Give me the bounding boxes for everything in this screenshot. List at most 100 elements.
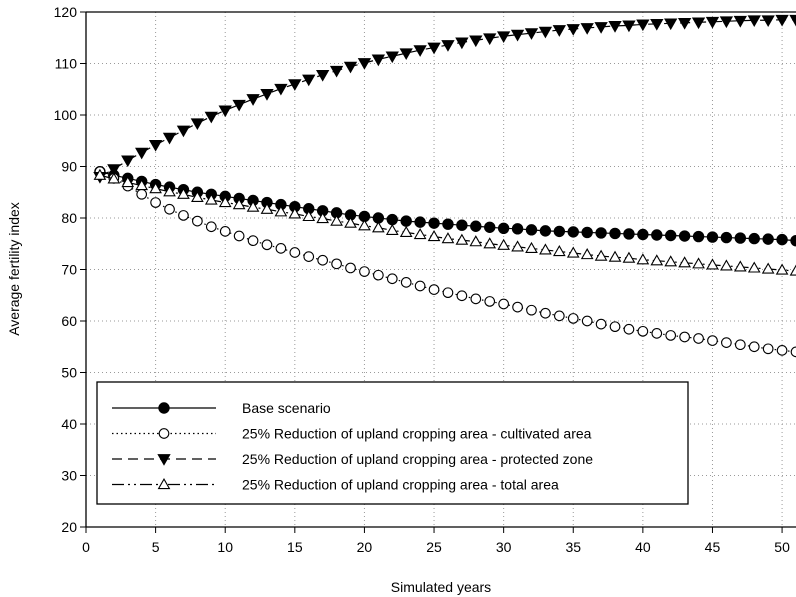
x-tick-label: 25 (426, 539, 442, 555)
legend-label: 25% Reduction of upland cropping area - … (242, 451, 593, 467)
data-point (316, 212, 330, 224)
data-point (302, 74, 316, 87)
legend-item: 25% Reduction of upland cropping area - … (112, 451, 593, 467)
data-point (525, 241, 538, 253)
data-point (484, 221, 496, 233)
y-tick-label: 20 (61, 519, 77, 535)
tick-labels: 20 30 40 50 60 70 80 90 100 110 120 0 5 10 15 20 25 30 35 4… (54, 4, 790, 555)
x-tick-label: 50 (774, 539, 790, 555)
data-point (385, 51, 399, 64)
data-point (470, 293, 482, 305)
data-point (329, 65, 344, 78)
legend-item: 25% Reduction of upland cropping area - … (112, 477, 559, 493)
x-tick-label: 10 (217, 539, 233, 555)
y-tick-label: 40 (61, 416, 77, 432)
data-point (428, 284, 440, 295)
data-point (400, 277, 412, 288)
data-point (149, 182, 162, 194)
data-point (469, 35, 483, 48)
data-point (707, 335, 718, 346)
data-point (303, 251, 315, 262)
data-point (163, 185, 176, 197)
data-point (511, 240, 524, 252)
data-point (413, 227, 427, 240)
data-point (526, 304, 537, 316)
data-point (719, 16, 734, 29)
data-point (274, 205, 288, 217)
data-point (580, 23, 594, 35)
x-axis-title: Simulated years (391, 579, 491, 595)
y-tick-label: 80 (61, 210, 77, 226)
axes (80, 11, 796, 533)
legend-label: 25% Reduction of upland cropping area - … (242, 426, 592, 442)
data-point (776, 345, 788, 356)
series-1 (94, 165, 796, 247)
data-point (595, 318, 607, 330)
data-point (205, 221, 217, 233)
data-point (691, 17, 706, 30)
series-layer (93, 14, 796, 358)
data-point (609, 321, 621, 333)
data-point (665, 330, 677, 341)
data-point (190, 118, 205, 131)
data-point (747, 15, 761, 28)
legend-marker (157, 454, 171, 466)
legend-label: Base scenario (242, 400, 331, 416)
x-tick-label: 20 (357, 539, 373, 555)
data-point (372, 221, 385, 233)
y-tick-label: 60 (61, 313, 77, 329)
data-point (455, 233, 469, 245)
data-point (427, 230, 441, 242)
data-point (483, 33, 497, 46)
data-point (483, 237, 497, 249)
data-point (441, 40, 455, 52)
data-point (148, 140, 163, 152)
data-point (330, 214, 343, 226)
data-point (511, 223, 524, 235)
data-point (775, 263, 789, 275)
data-point (260, 202, 274, 214)
data-point (525, 224, 538, 236)
data-point (107, 164, 121, 176)
data-point (539, 243, 552, 255)
y-axis-title: Average fertility index (6, 202, 22, 336)
data-point (566, 246, 580, 258)
data-point (664, 18, 678, 31)
legend-label: 25% Reduction of upland cropping area - … (242, 477, 559, 493)
data-point (623, 228, 635, 240)
data-point (135, 147, 149, 160)
data-point (441, 232, 455, 244)
data-point (762, 343, 774, 355)
data-point (400, 215, 412, 227)
data-point (637, 228, 649, 241)
legend: Base scenario 25% Reduction of upland cro… (96, 381, 689, 505)
data-point (289, 247, 301, 258)
data-point (775, 14, 789, 27)
data-point (721, 337, 732, 348)
data-point (762, 233, 774, 245)
data-point (790, 234, 796, 247)
data-point (232, 198, 246, 210)
data-point (734, 232, 747, 244)
data-point (622, 251, 636, 263)
data-point (386, 273, 398, 285)
data-point (107, 172, 121, 184)
data-point (512, 301, 523, 313)
data-point (218, 196, 232, 208)
data-point (414, 280, 426, 292)
data-point (428, 217, 440, 229)
data-point (386, 213, 398, 226)
data-point (665, 229, 677, 242)
y-tick-label: 90 (61, 159, 77, 175)
data-point (484, 296, 496, 307)
data-point (498, 298, 509, 310)
data-point (414, 216, 426, 228)
data-point (176, 125, 191, 138)
data-point (637, 325, 649, 337)
data-point (650, 254, 664, 266)
data-point (608, 21, 622, 33)
data-point (650, 18, 664, 31)
data-point (580, 248, 594, 260)
data-point (178, 210, 189, 221)
